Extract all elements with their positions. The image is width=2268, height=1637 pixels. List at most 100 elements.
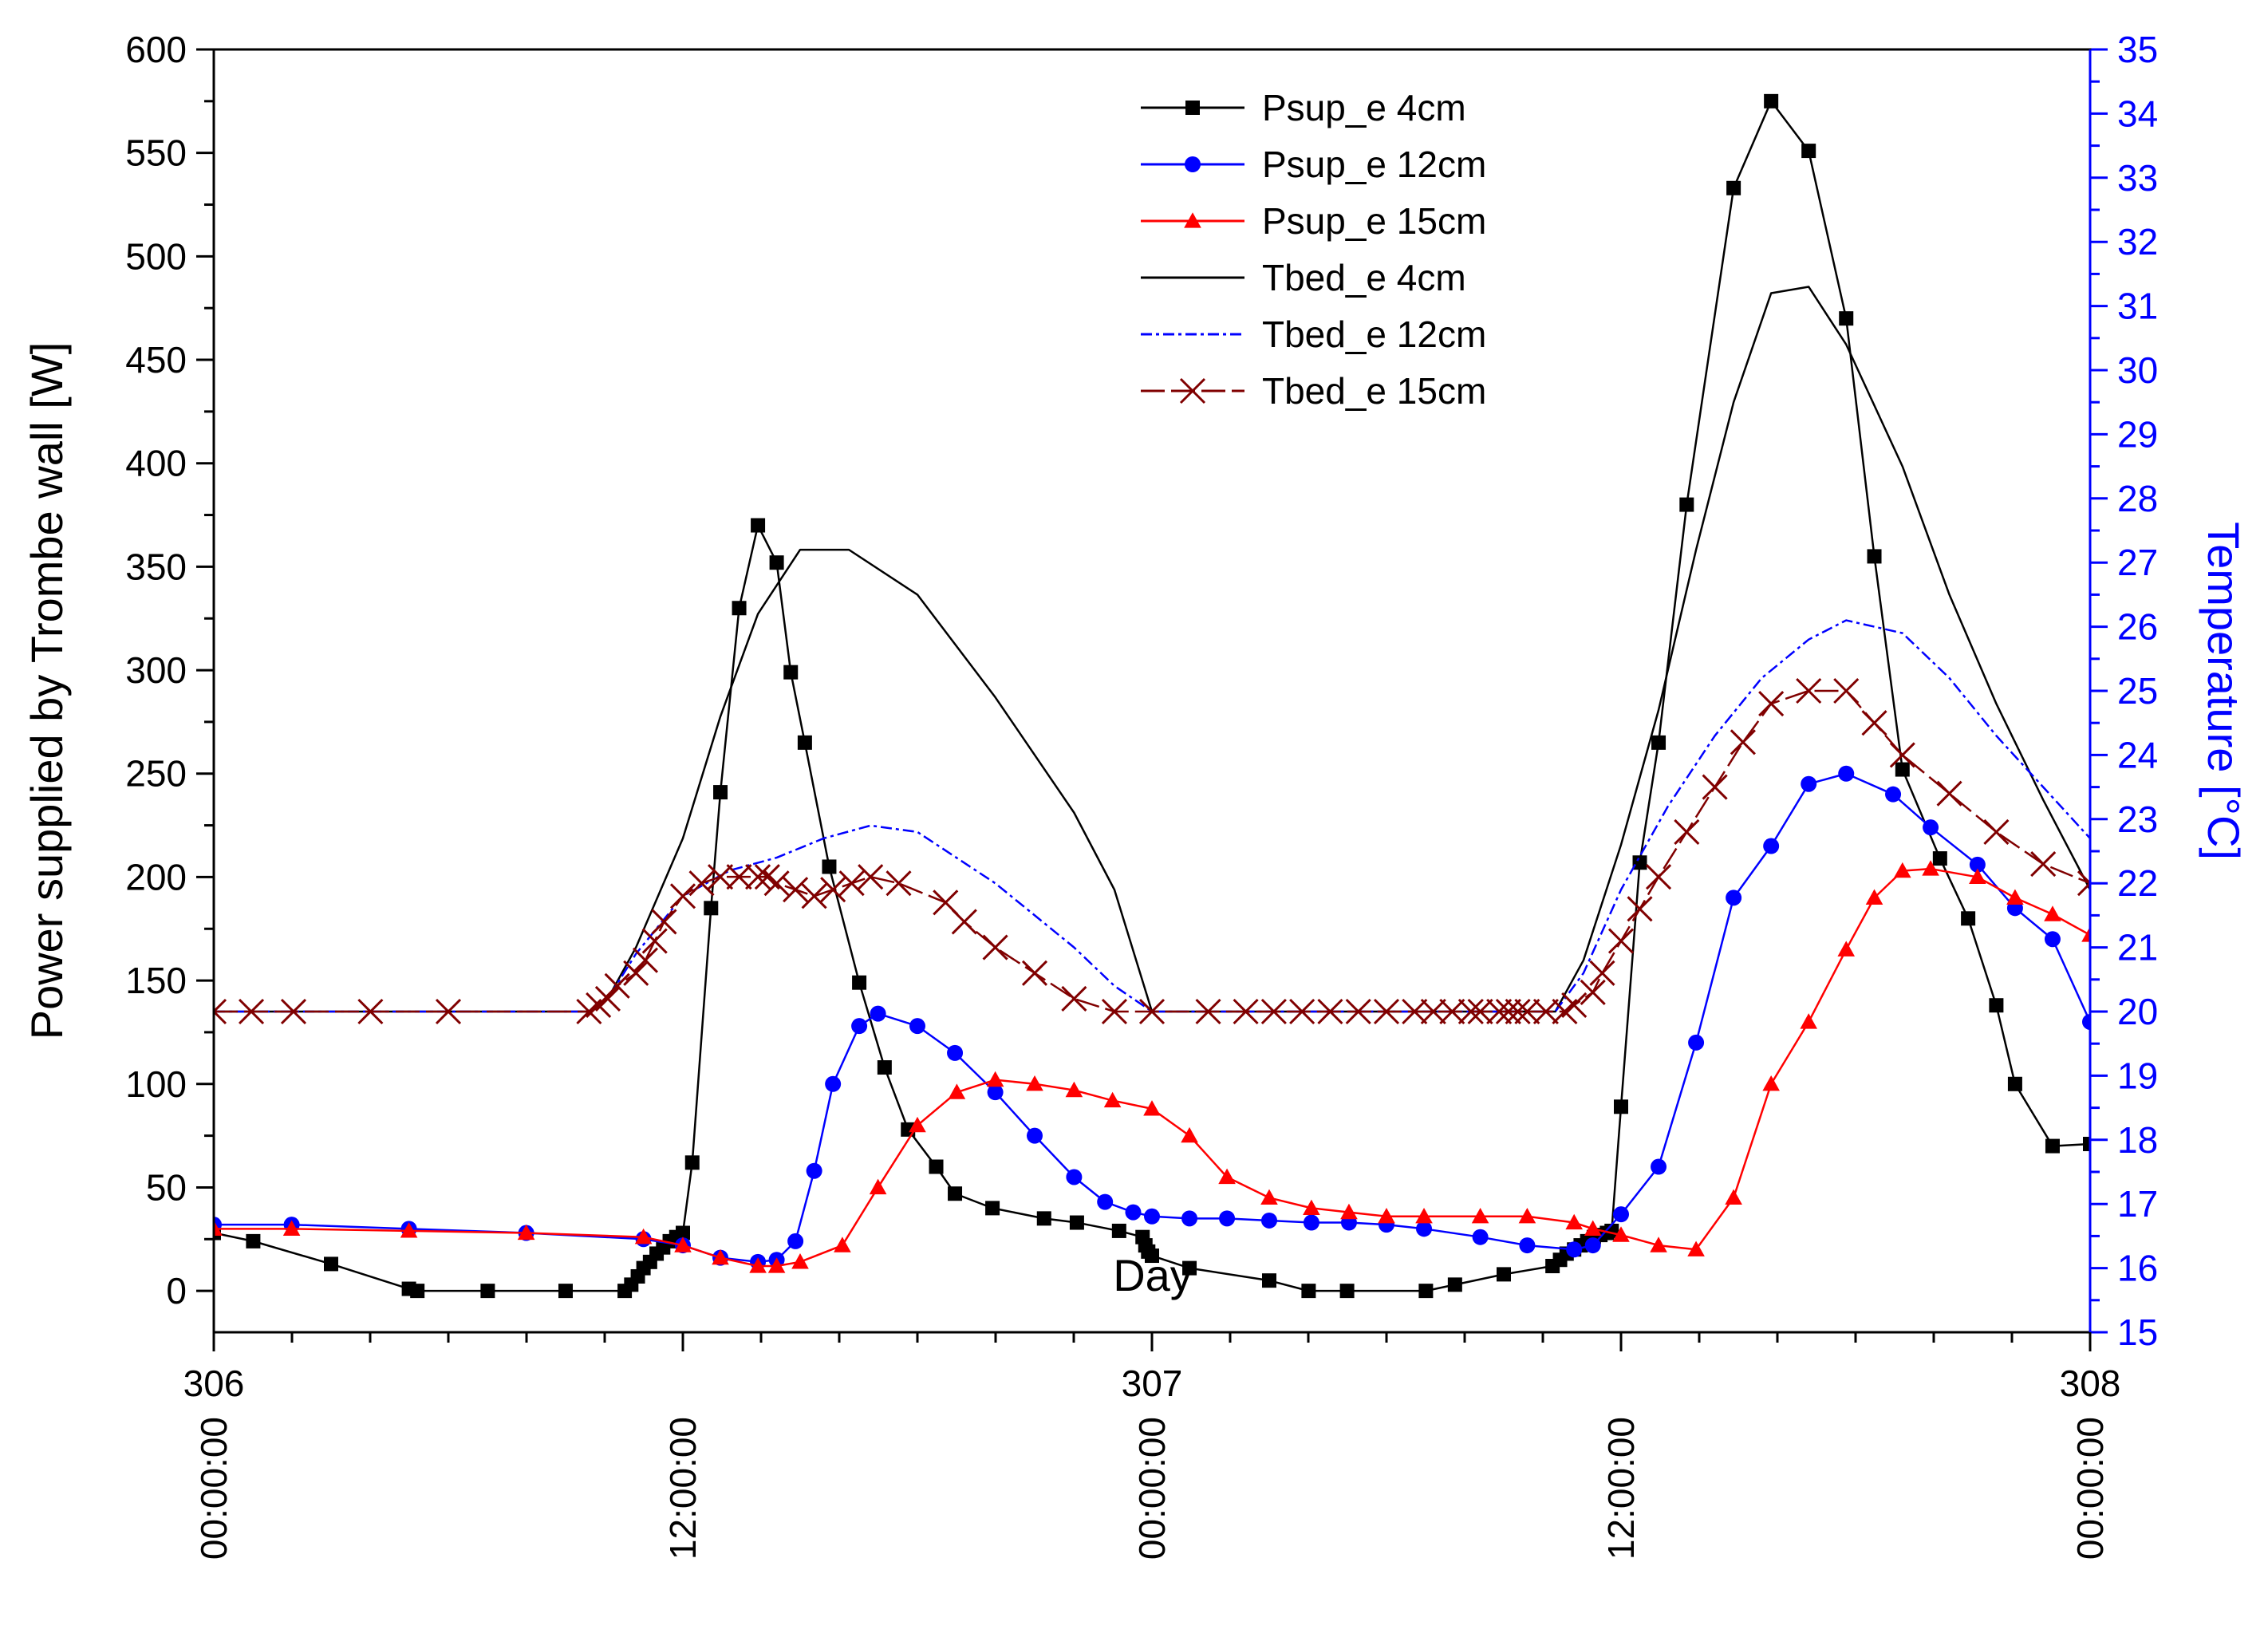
data-point-square	[929, 1159, 944, 1174]
data-point-triangle	[767, 1257, 786, 1273]
data-point-circle	[1969, 856, 1986, 873]
data-point-circle	[1801, 775, 1817, 792]
data-point-circle	[1838, 765, 1855, 782]
legend-label: Tbed_e 4cm	[1262, 257, 1466, 298]
data-point-circle	[787, 1233, 804, 1249]
data-point-x	[641, 928, 668, 954]
data-point-x	[858, 864, 884, 890]
data-point-x	[214, 998, 227, 1025]
data-point-triangle	[1922, 860, 1939, 876]
data-point-circle	[1097, 1193, 1114, 1210]
data-point-circle	[1519, 1237, 1536, 1254]
data-point-x	[357, 998, 384, 1025]
data-point-circle	[1185, 156, 1201, 172]
data-point-triangle	[948, 1083, 966, 1099]
data-point-triangle	[214, 1220, 223, 1236]
data-point-square	[713, 785, 728, 800]
data-point-x	[801, 883, 827, 909]
data-point-x	[1514, 998, 1540, 1025]
data-point-x	[594, 985, 621, 1012]
data-point-x	[1486, 998, 1513, 1025]
data-point-x	[763, 870, 790, 897]
data-point-circle	[1613, 1206, 1629, 1223]
data-point-square	[1447, 1277, 1462, 1292]
data-point-x	[1532, 998, 1559, 1025]
data-point-square	[1867, 549, 1882, 564]
y-tick-label: 100	[125, 1063, 187, 1105]
data-point-x	[1833, 677, 1860, 704]
data-point-circle	[1566, 1241, 1583, 1258]
y2-tick-label: 16	[2117, 1248, 2158, 1289]
data-point-circle	[909, 1018, 925, 1035]
data-point-square	[1036, 1211, 1051, 1226]
data-point-x	[1561, 992, 1588, 1019]
data-point-x	[238, 998, 265, 1025]
legend-label: Psup_e 15cm	[1262, 200, 1486, 242]
x-tick-day-label: 308	[2060, 1363, 2121, 1404]
data-point-x	[1138, 998, 1166, 1025]
x-tick-time-label: 00:00:00	[1131, 1417, 1173, 1560]
data-point-triangle	[1184, 212, 1201, 228]
data-point-square	[1989, 998, 2004, 1013]
data-point-circle	[1688, 1034, 1705, 1051]
data-point-square	[1961, 911, 1976, 926]
data-point-triangle	[909, 1116, 926, 1133]
data-point-x	[2030, 851, 2057, 878]
data-point-triangle	[1725, 1189, 1742, 1205]
data-point-triangle	[1687, 1241, 1705, 1256]
y-tick-label: 450	[125, 339, 187, 381]
data-point-x	[688, 870, 715, 897]
y2-tick-label: 34	[2117, 93, 2158, 134]
data-point-square	[676, 1225, 690, 1241]
data-point-x	[1179, 377, 1206, 404]
data-point-triangle	[1762, 1075, 1780, 1091]
data-point-x	[1345, 998, 1371, 1025]
data-point-square	[684, 1155, 700, 1170]
data-point-circle	[1472, 1229, 1489, 1245]
data-point-square	[1185, 101, 1200, 115]
y-axis-title: Power supplied by Trombe wall [W]	[22, 342, 72, 1040]
data-point-triangle	[1181, 1126, 1198, 1143]
data-point-circle	[1027, 1127, 1043, 1144]
data-point-x	[632, 947, 659, 973]
data-point-x	[1233, 998, 1259, 1025]
data-point-triangle	[1518, 1207, 1536, 1224]
y-tick-label: 150	[125, 960, 187, 1001]
data-point-square	[732, 601, 747, 616]
data-point-x	[886, 870, 912, 897]
data-point-circle	[947, 1044, 964, 1061]
data-point-x	[1627, 896, 1653, 922]
data-point-x	[669, 883, 696, 909]
data-point-x	[651, 909, 677, 935]
y-tick-label: 600	[125, 29, 187, 70]
data-point-square	[985, 1201, 1000, 1216]
data-point-x	[1861, 710, 1887, 736]
data-point-x	[623, 960, 649, 986]
data-point-triangle	[1026, 1075, 1043, 1091]
y2-axis-title: Temperature [°C]	[2199, 522, 2249, 860]
x-tick-time-label: 00:00:00	[2069, 1417, 2111, 1560]
data-point-triangle	[1103, 1091, 1122, 1108]
legend-item: Tbed_e 4cm	[1141, 257, 1466, 298]
data-point-square	[1801, 144, 1816, 159]
data-point-circle	[1261, 1212, 1277, 1229]
data-point-x	[1439, 998, 1465, 1025]
data-point-triangle	[869, 1178, 887, 1195]
legend-label: Psup_e 4cm	[1262, 87, 1466, 128]
data-point-x	[745, 864, 771, 890]
data-point-triangle	[712, 1248, 729, 1265]
data-point-x	[1645, 864, 1672, 890]
x-tick-day-label: 306	[183, 1363, 245, 1404]
data-point-triangle	[1969, 868, 1986, 885]
data-point-x	[1101, 998, 1128, 1025]
data-point-square	[1111, 1223, 1126, 1238]
axis-ticks	[196, 48, 2108, 1351]
data-point-x	[1674, 818, 1700, 845]
data-point-circle	[1066, 1169, 1083, 1185]
data-point-x	[1495, 998, 1521, 1025]
data-point-circle	[2082, 1013, 2090, 1030]
data-point-square	[324, 1256, 338, 1272]
data-point-square	[1262, 1273, 1276, 1288]
y2-tick-label: 28	[2117, 478, 2158, 519]
data-point-x	[1607, 928, 1635, 954]
